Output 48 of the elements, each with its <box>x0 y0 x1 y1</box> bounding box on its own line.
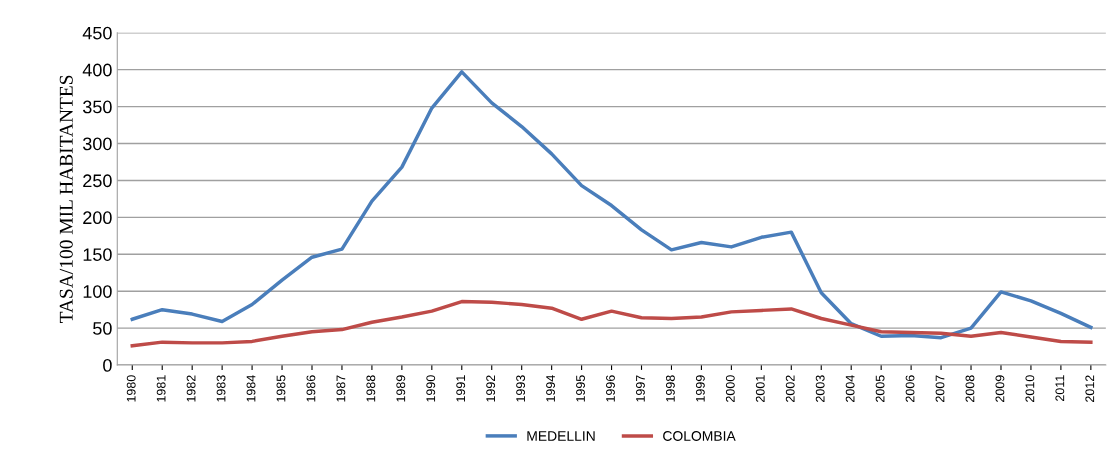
x-tick-label: 1997 <box>636 375 645 402</box>
x-tick-label: 1981 <box>156 375 166 402</box>
x-tick-label: 1984 <box>246 375 256 402</box>
x-tick-label: 1995 <box>576 375 585 402</box>
y-axis-title: TASA/100 MIL HABITANTES <box>59 75 73 324</box>
x-tick-label: 1999 <box>695 375 705 402</box>
x-tick-label: 1991 <box>456 375 466 402</box>
x-tick-label: 1994 <box>546 375 555 402</box>
y-tick-label: 150 <box>83 248 112 261</box>
x-tick-label: 2011 <box>1055 375 1065 402</box>
x-tick-label: 2005 <box>875 375 885 402</box>
x-tick-label: 1993 <box>516 375 526 402</box>
x-tick-label: 2010 <box>1025 375 1035 402</box>
x-tick-label: 1989 <box>396 375 406 402</box>
x-tick-label: 1988 <box>366 375 376 402</box>
x-tick-label: 1986 <box>306 375 316 402</box>
y-tick-label: 50 <box>93 322 112 335</box>
y-tick-label: 400 <box>82 63 112 77</box>
x-tick-label: 2002 <box>785 375 795 402</box>
x-tick-label: 2009 <box>995 375 1005 402</box>
y-tick-label: 300 <box>82 137 112 151</box>
x-tick-label: 1980 <box>126 375 136 402</box>
x-tick-label: 1998 <box>665 375 675 402</box>
legend-label: COLOMBIA <box>663 431 736 441</box>
x-tick-label: 2000 <box>725 375 735 402</box>
y-tick-label: 450 <box>82 26 112 40</box>
x-tick-label: 2008 <box>965 375 975 402</box>
x-tick-label: 1987 <box>336 375 346 402</box>
y-tick-label: 100 <box>83 285 112 298</box>
x-tick-label: 2003 <box>815 375 825 402</box>
x-tick-label: 2001 <box>755 375 765 402</box>
line-series <box>130 299 1093 348</box>
line-series <box>130 70 1093 340</box>
x-tick-label: 1990 <box>426 375 436 402</box>
x-tick-label: 1992 <box>486 375 496 402</box>
x-tick-label: 1996 <box>606 375 615 402</box>
x-tick-label: 2006 <box>905 375 915 402</box>
x-tick-label: 1985 <box>276 375 286 402</box>
y-tick-label: 200 <box>83 211 112 225</box>
legend-label: MEDELLIN <box>527 431 595 441</box>
x-tick-label: 2004 <box>845 375 855 402</box>
x-tick-label: 1983 <box>216 375 226 402</box>
y-tick-label: 250 <box>83 174 112 188</box>
y-tick-label: 0 <box>103 358 112 372</box>
x-tick-label: 1982 <box>186 375 196 402</box>
y-tick-label: 350 <box>82 100 112 114</box>
x-tick-label: 2012 <box>1085 375 1095 402</box>
x-tick-label: 2007 <box>935 375 945 402</box>
